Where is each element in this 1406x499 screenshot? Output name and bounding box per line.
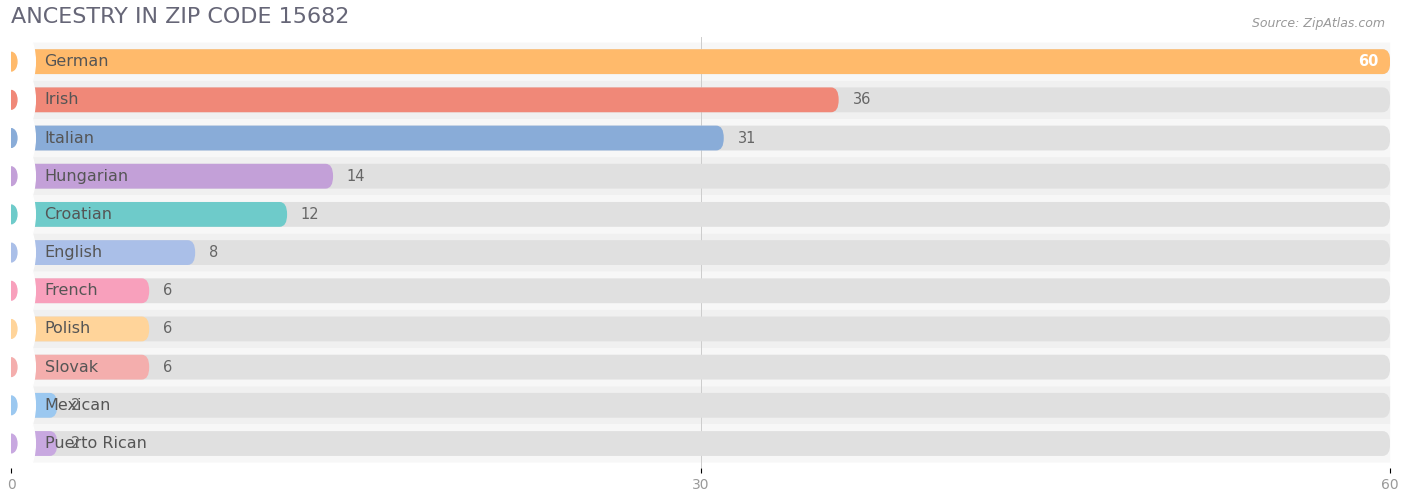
Circle shape	[6, 358, 17, 376]
FancyBboxPatch shape	[11, 316, 149, 341]
Circle shape	[6, 396, 17, 415]
Text: 2: 2	[72, 436, 80, 451]
FancyBboxPatch shape	[11, 348, 1391, 386]
FancyBboxPatch shape	[11, 126, 724, 150]
Text: French: French	[45, 283, 98, 298]
Text: Hungarian: Hungarian	[45, 169, 129, 184]
Circle shape	[6, 281, 17, 300]
Text: Slovak: Slovak	[45, 360, 97, 375]
Circle shape	[0, 251, 35, 331]
Circle shape	[6, 205, 17, 224]
Circle shape	[0, 60, 35, 140]
Text: 6: 6	[163, 283, 173, 298]
Text: Croatian: Croatian	[45, 207, 112, 222]
FancyBboxPatch shape	[11, 81, 1391, 119]
Text: Puerto Rican: Puerto Rican	[45, 436, 146, 451]
Text: 6: 6	[163, 360, 173, 375]
FancyBboxPatch shape	[11, 164, 333, 189]
Text: ANCESTRY IN ZIP CODE 15682: ANCESTRY IN ZIP CODE 15682	[11, 7, 350, 27]
Text: 12: 12	[301, 207, 319, 222]
FancyBboxPatch shape	[11, 87, 838, 112]
FancyBboxPatch shape	[11, 316, 1391, 341]
Circle shape	[6, 129, 17, 147]
FancyBboxPatch shape	[11, 240, 195, 265]
FancyBboxPatch shape	[11, 278, 1391, 303]
Text: Irish: Irish	[45, 92, 79, 107]
Circle shape	[6, 167, 17, 186]
Text: Polish: Polish	[45, 321, 91, 336]
FancyBboxPatch shape	[11, 393, 1391, 418]
Circle shape	[0, 98, 35, 178]
Circle shape	[0, 175, 35, 254]
Circle shape	[0, 289, 35, 369]
Text: 36: 36	[852, 92, 870, 107]
Text: 8: 8	[209, 245, 218, 260]
Circle shape	[6, 434, 17, 453]
FancyBboxPatch shape	[11, 195, 1391, 234]
Text: 6: 6	[163, 321, 173, 336]
FancyBboxPatch shape	[11, 157, 1391, 195]
FancyBboxPatch shape	[11, 431, 58, 456]
FancyBboxPatch shape	[11, 386, 1391, 425]
Circle shape	[0, 327, 35, 407]
FancyBboxPatch shape	[11, 119, 1391, 157]
FancyBboxPatch shape	[11, 355, 149, 380]
Text: 31: 31	[738, 131, 756, 146]
Circle shape	[6, 244, 17, 262]
Text: 2: 2	[72, 398, 80, 413]
FancyBboxPatch shape	[11, 202, 287, 227]
FancyBboxPatch shape	[11, 87, 1391, 112]
Circle shape	[0, 365, 35, 445]
FancyBboxPatch shape	[11, 126, 1391, 150]
Text: Source: ZipAtlas.com: Source: ZipAtlas.com	[1251, 17, 1385, 30]
FancyBboxPatch shape	[11, 240, 1391, 265]
Text: Italian: Italian	[45, 131, 94, 146]
FancyBboxPatch shape	[11, 234, 1391, 271]
FancyBboxPatch shape	[11, 278, 149, 303]
Circle shape	[6, 320, 17, 338]
FancyBboxPatch shape	[11, 393, 58, 418]
FancyBboxPatch shape	[11, 431, 1391, 456]
Circle shape	[0, 213, 35, 292]
Circle shape	[0, 136, 35, 216]
Circle shape	[6, 52, 17, 71]
FancyBboxPatch shape	[11, 310, 1391, 348]
FancyBboxPatch shape	[11, 49, 1391, 74]
Text: 14: 14	[347, 169, 366, 184]
FancyBboxPatch shape	[11, 49, 1391, 74]
Circle shape	[0, 22, 35, 102]
FancyBboxPatch shape	[11, 425, 1391, 463]
Text: English: English	[45, 245, 103, 260]
Text: German: German	[45, 54, 110, 69]
Text: 60: 60	[1358, 54, 1379, 69]
FancyBboxPatch shape	[11, 164, 1391, 189]
Circle shape	[0, 404, 35, 484]
Circle shape	[6, 90, 17, 109]
FancyBboxPatch shape	[11, 42, 1391, 81]
FancyBboxPatch shape	[11, 202, 1391, 227]
FancyBboxPatch shape	[11, 271, 1391, 310]
FancyBboxPatch shape	[11, 355, 1391, 380]
Text: Mexican: Mexican	[45, 398, 111, 413]
